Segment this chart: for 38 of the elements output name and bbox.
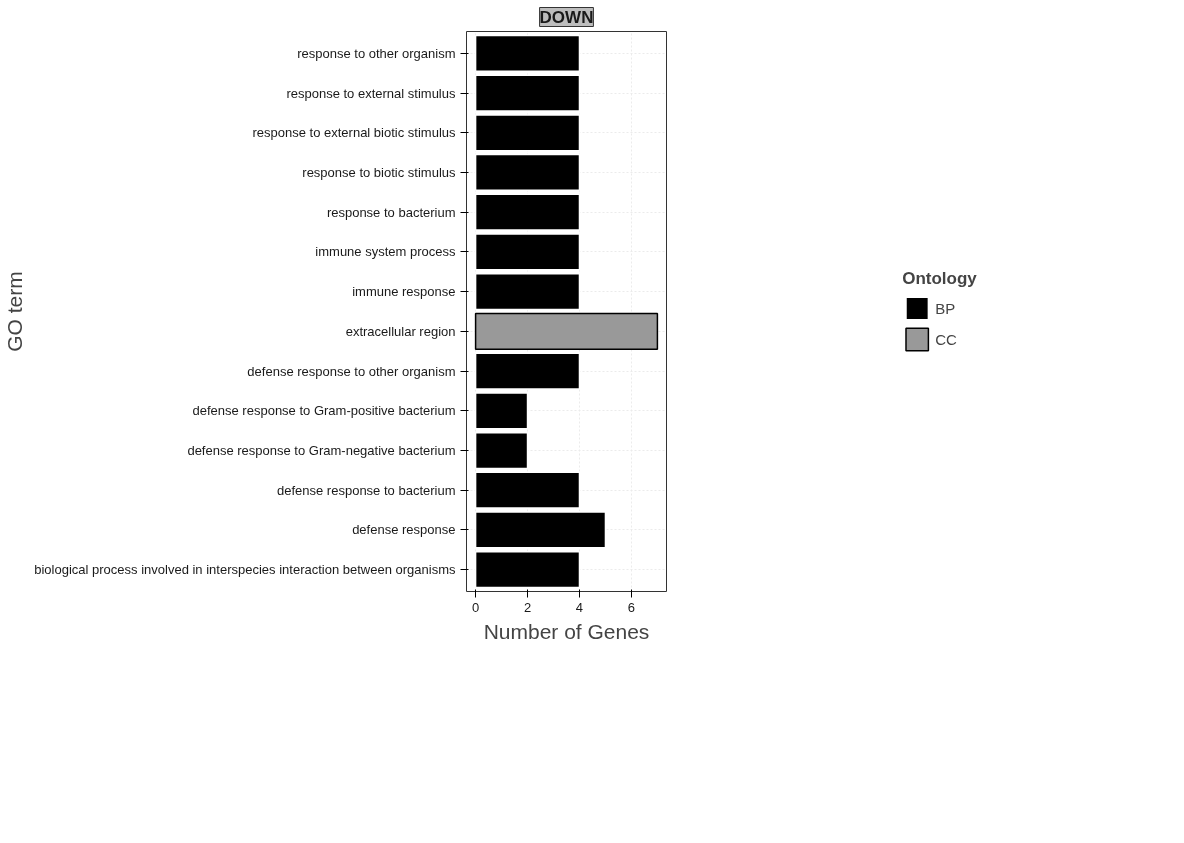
x-tick-label: 4 xyxy=(575,599,584,615)
y-tick-label: defense response to bacterium xyxy=(277,482,456,498)
bar xyxy=(474,153,581,192)
bar xyxy=(474,551,581,589)
bar xyxy=(474,273,581,311)
y-axis-title: GO term xyxy=(3,271,27,352)
bar xyxy=(474,193,581,231)
y-tick-label: defense response to Gram-negative bacterium xyxy=(187,443,456,459)
chart-title: DOWN xyxy=(539,7,594,27)
bar xyxy=(474,392,529,430)
y-tick-label: biological process involved in interspecies interaction between organisms xyxy=(34,562,456,578)
y-tick-label: defense response to other organism xyxy=(247,363,456,379)
y-tick-label: response to external biotic stimulus xyxy=(252,125,456,141)
bar xyxy=(474,511,607,549)
y-tick-label: extracellular region xyxy=(345,323,456,339)
legend-title: Ontology xyxy=(902,269,977,289)
y-tick-label: defense response xyxy=(352,522,456,538)
y-tick-label: immune system process xyxy=(315,244,456,260)
bar xyxy=(474,471,581,509)
bar xyxy=(474,233,581,271)
bar xyxy=(474,431,529,470)
x-tick-label: 0 xyxy=(471,599,480,615)
bar xyxy=(474,352,581,390)
legend-label: BP xyxy=(935,299,956,317)
x-tick-label: 6 xyxy=(627,599,636,615)
x-axis-title: Number of Genes xyxy=(483,619,650,643)
y-tick-label: response to bacterium xyxy=(326,204,456,220)
bar xyxy=(474,34,581,72)
y-tick-label: defense response to Gram-positive bacterium xyxy=(192,403,456,419)
bar xyxy=(474,74,581,112)
bar xyxy=(474,114,581,152)
bar xyxy=(474,312,659,350)
y-tick-label: immune response xyxy=(352,284,456,300)
y-tick-label: response to biotic stimulus xyxy=(302,164,456,180)
legend-label: CC xyxy=(935,330,957,348)
x-tick-label: 2 xyxy=(523,599,532,615)
y-tick-label: response to external stimulus xyxy=(286,85,456,101)
y-tick-label: response to other organism xyxy=(297,45,456,61)
